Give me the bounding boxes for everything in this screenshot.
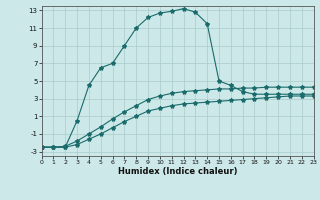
X-axis label: Humidex (Indice chaleur): Humidex (Indice chaleur) (118, 167, 237, 176)
